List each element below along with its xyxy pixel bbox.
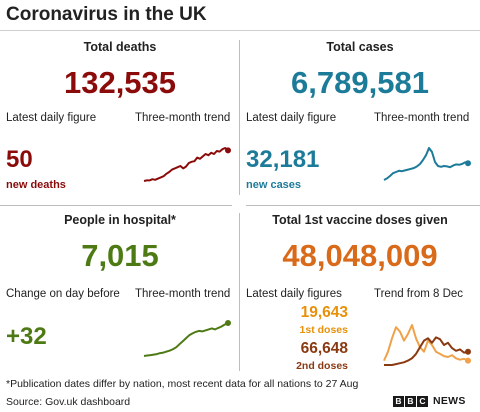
- vaccine-second-doses-end-dot: [465, 348, 471, 355]
- deaths-daily-sub: new deaths: [6, 179, 66, 191]
- vaccine-panel: Total 1st vaccine doses given 48,048,009…: [240, 205, 480, 375]
- vaccine-trend-sparkline: [383, 324, 471, 366]
- cases-panel: Total cases 6,789,581 Latest daily figur…: [240, 32, 480, 202]
- deaths-trend-label: Three-month trend: [135, 112, 231, 124]
- cases-trend-end-dot: [465, 160, 471, 167]
- source-note: Source: Gov.uk dashboard: [6, 396, 131, 408]
- deaths-total: 132,535: [63, 65, 177, 100]
- horizontal-divider-left: [0, 205, 232, 206]
- cases-daily-label: Latest daily figure: [246, 112, 337, 124]
- hospital-daily-value: +32: [6, 323, 47, 350]
- page-title: Coronavirus in the UK: [6, 4, 207, 25]
- hospital-panel: People in hospital* 7,015 Change on day …: [0, 205, 240, 375]
- vaccine-second-doses-label: 2nd doses: [296, 360, 348, 372]
- hospital-trend-sparkline: [143, 320, 231, 357]
- hospital-heading: People in hospital*: [64, 213, 176, 227]
- hospital-trend-end-dot: [225, 320, 231, 326]
- hospital-total: 7,015: [81, 238, 159, 273]
- footnote: *Publication dates differ by nation, mos…: [6, 378, 359, 390]
- horizontal-divider-right: [246, 205, 480, 206]
- bbc-logo-letter-b1: B: [393, 395, 404, 407]
- hospital-trend-line: [143, 322, 229, 357]
- deaths-panel: Total deaths 132,535 Latest daily figure…: [0, 32, 240, 202]
- vaccine-daily-label: Latest daily figures: [246, 288, 342, 300]
- vaccine-second-doses-line: [384, 336, 469, 366]
- vaccine-heading: Total 1st vaccine doses given: [272, 213, 448, 227]
- deaths-daily-value: 50: [6, 146, 33, 173]
- cases-total: 6,789,581: [291, 65, 429, 100]
- title-divider: [0, 30, 480, 31]
- hospital-trend-label: Three-month trend: [135, 288, 231, 300]
- cases-heading: Total cases: [326, 40, 394, 54]
- cases-trend-sparkline: [383, 147, 471, 181]
- vaccine-first-doses-end-dot: [465, 357, 471, 364]
- vaccine-total: 48,048,009: [282, 238, 438, 273]
- vaccine-trend-label: Trend from 8 Dec: [374, 288, 464, 300]
- cases-daily-sub: new cases: [246, 179, 302, 191]
- cases-trend-line: [383, 147, 469, 181]
- vertical-divider-bottom: [239, 213, 240, 371]
- vaccine-second-doses-value: 66,648: [300, 340, 348, 357]
- deaths-trend-sparkline: [143, 147, 231, 182]
- deaths-trend-line: [143, 147, 229, 182]
- bbc-logo-news: NEWS: [433, 395, 466, 407]
- bbc-logo-letter-b2: B: [405, 395, 416, 407]
- bbc-logo-letter-c: C: [417, 395, 428, 407]
- vaccine-first-doses-value: 19,643: [300, 304, 348, 321]
- vertical-divider-top: [239, 40, 240, 195]
- cases-trend-label: Three-month trend: [374, 112, 470, 124]
- bbc-news-logo: B B C NEWS: [393, 395, 466, 407]
- vaccine-first-doses-line: [383, 324, 469, 362]
- cases-daily-value: 32,181: [246, 146, 320, 173]
- deaths-daily-label: Latest daily figure: [6, 112, 97, 124]
- deaths-trend-end-dot: [225, 147, 231, 154]
- deaths-heading: Total deaths: [83, 40, 157, 54]
- hospital-daily-label: Change on day before: [6, 288, 120, 300]
- vaccine-first-doses-label: 1st doses: [299, 324, 348, 336]
